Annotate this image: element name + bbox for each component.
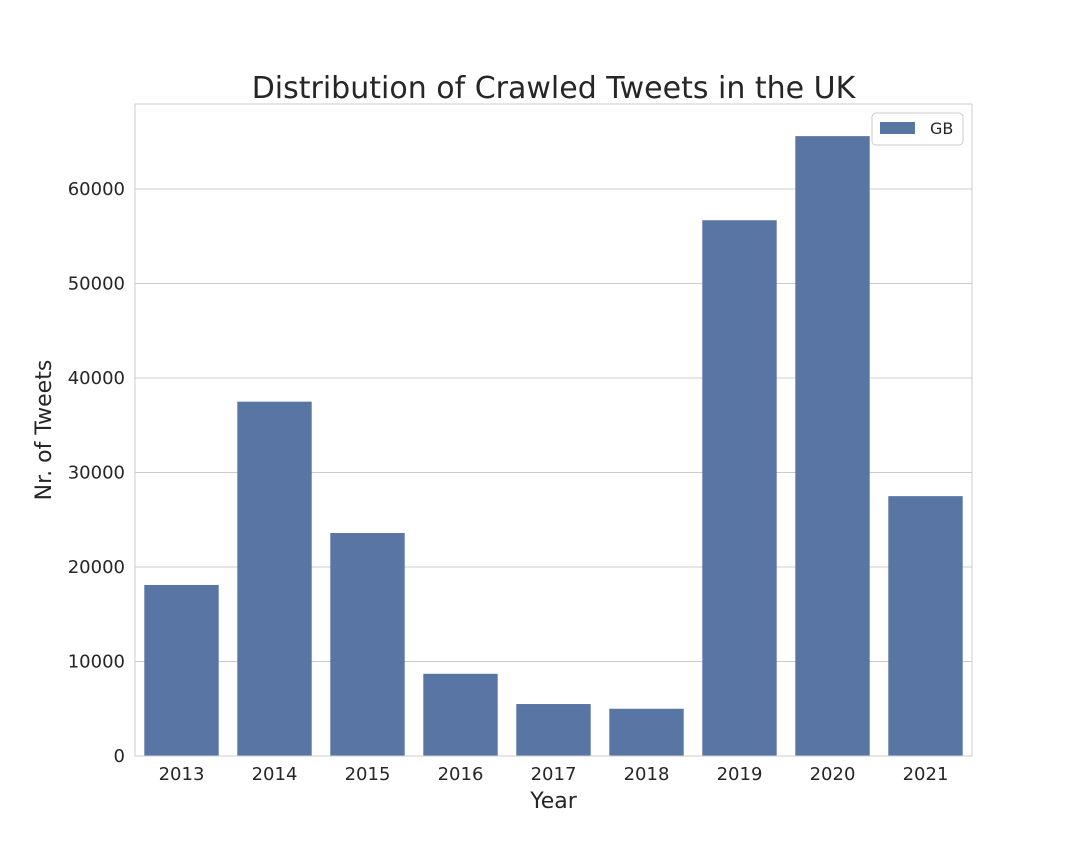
plot-frame (134, 103, 973, 757)
bars (144, 136, 963, 757)
y-tick-label: 50000 (68, 274, 125, 295)
y-tick-label: 20000 (68, 557, 125, 578)
chart-title: Distribution of Crawled Tweets in the UK (252, 71, 857, 106)
x-tick-label: 2013 (159, 764, 205, 785)
x-tick-label: 2016 (438, 764, 484, 785)
y-tick-labels: 0 10000 20000 30000 40000 50000 60000 (68, 179, 125, 767)
bar (423, 673, 498, 756)
x-tick-label: 2020 (810, 764, 856, 785)
legend-box (871, 112, 964, 146)
bar (795, 136, 870, 756)
x-tick-labels: 2013 2014 2015 2016 2017 2018 2019 2020 2021 (159, 764, 949, 785)
bar (237, 401, 312, 756)
x-tick-label: 2018 (624, 764, 670, 785)
y-tick-label: 30000 (68, 463, 125, 484)
legend: GB (871, 112, 964, 146)
legend-swatch (880, 122, 915, 134)
y-tick-label: 10000 (68, 652, 125, 673)
x-tick-label: 2014 (252, 764, 298, 785)
bar (888, 496, 963, 756)
y-axis-label: Nr. of Tweets (32, 360, 57, 501)
y-tick-label: 40000 (68, 368, 125, 389)
bar (609, 708, 684, 756)
y-tick-label: 60000 (68, 179, 125, 200)
x-tick-label: 2017 (531, 764, 577, 785)
legend-label: GB (930, 119, 953, 138)
bar (702, 220, 777, 757)
y-tick-label: 0 (114, 746, 125, 767)
bar (144, 584, 219, 756)
bar (516, 704, 591, 756)
x-tick-label: 2021 (903, 764, 949, 785)
x-axis-label: Year (529, 789, 578, 814)
x-tick-label: 2019 (717, 764, 763, 785)
x-tick-label: 2015 (345, 764, 391, 785)
bar (330, 532, 405, 756)
